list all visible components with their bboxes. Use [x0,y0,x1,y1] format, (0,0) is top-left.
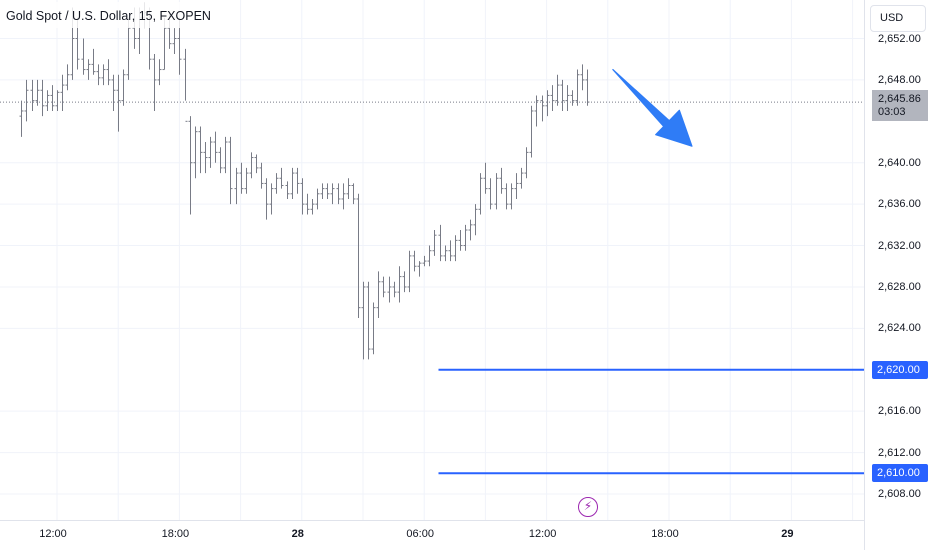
time-axis-border [0,520,864,521]
price-tick-label: 2,624.00 [878,322,921,335]
trend-arrow [612,68,693,147]
price-tick-label: 2,636.00 [878,198,921,211]
last-price-tag: 2,645.86 03:03 [872,90,928,121]
trend-arrow-shape [612,68,693,147]
price-axis-border [864,0,865,550]
horizontal-line-label: 2,620.00 [872,360,928,379]
horizontal-line-label: 2,610.00 [872,464,928,483]
price-tick-label: 2,632.00 [878,239,921,252]
ohlc-bars [19,2,590,360]
price-tick-label: 2,612.00 [878,446,921,459]
price-tick-label: 2,648.00 [878,73,921,86]
price-tick-label: 2,616.00 [878,405,921,418]
price-tick-label: 2,640.00 [878,156,921,169]
chart-grid [0,0,864,520]
horizontal-lines [438,368,864,475]
time-tick-label: 29 [781,528,794,540]
time-tick-label: 18:00 [651,528,679,540]
lightning-icon[interactable]: ⚡︎ [578,497,598,517]
time-tick-label: 18:00 [161,528,190,540]
title-backdrop [0,2,222,28]
bar-countdown: 03:03 [878,106,906,118]
currency-button[interactable]: USD [870,5,926,32]
time-tick-label: 12:00 [39,528,67,540]
price-tick-label: 2,628.00 [878,280,921,293]
time-tick-label: 28 [291,528,304,540]
symbol-title[interactable]: Gold Spot / U.S. Dollar, 15, FXOPEN [6,9,211,23]
time-tick-label: 12:00 [528,528,557,540]
price-tick-label: 2,608.00 [878,488,921,500]
time-tick-label: 06:00 [406,528,434,540]
price-tick-label: 2,652.00 [878,32,921,45]
last-price-value: 2,645.86 [878,93,921,105]
